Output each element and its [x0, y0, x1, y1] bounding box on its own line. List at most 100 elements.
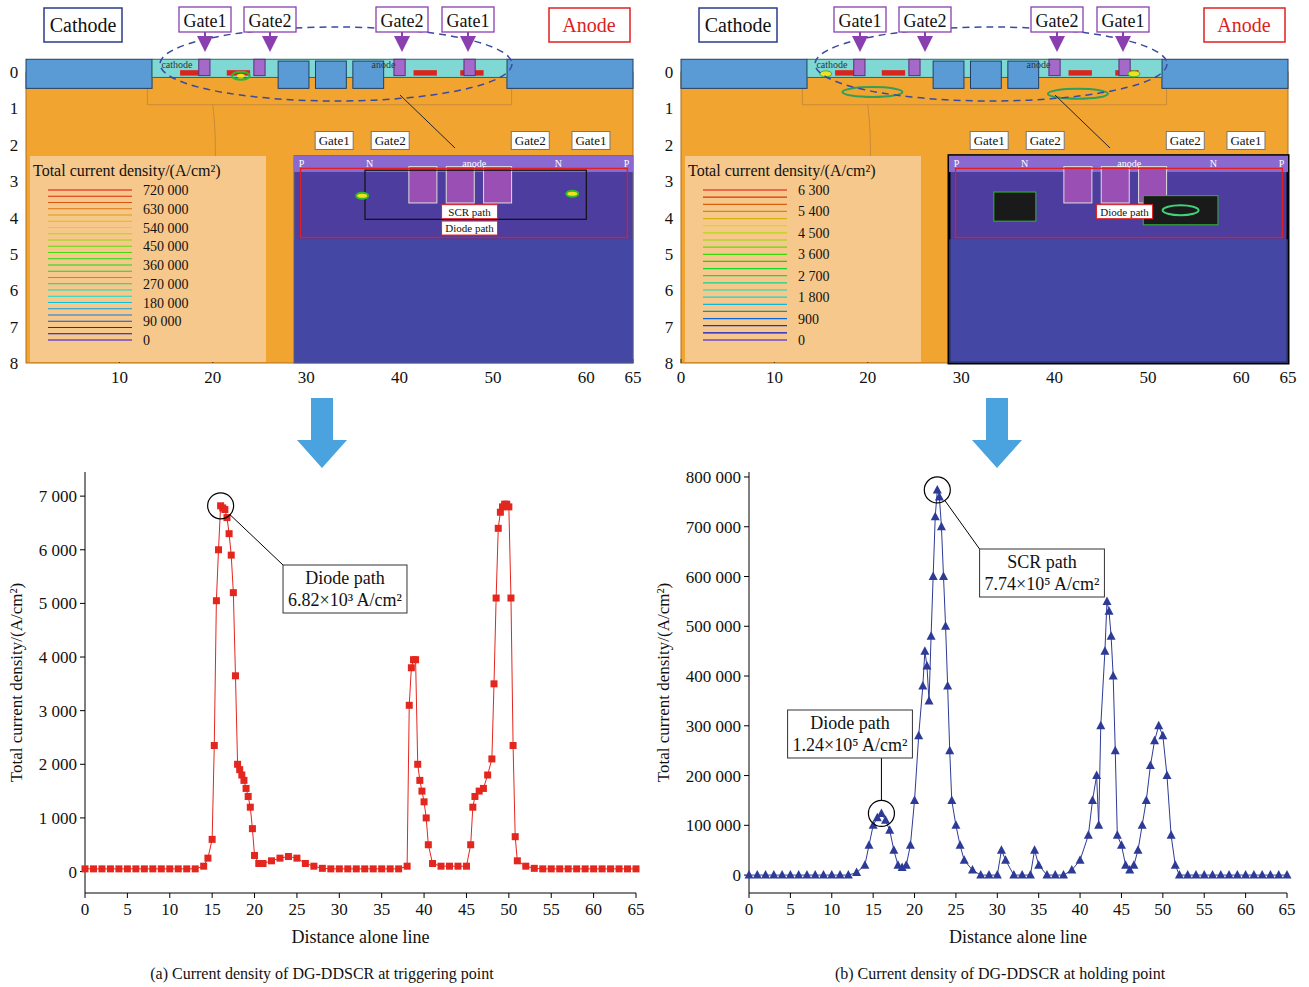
- data-point: [827, 870, 836, 879]
- data-point: [1183, 870, 1192, 879]
- x-tick-label: 55: [543, 900, 560, 919]
- x-tick-label: 30: [989, 900, 1006, 919]
- data-point: [505, 503, 512, 510]
- inset-gate-label: Gate2: [515, 133, 546, 148]
- cathode-box: [44, 8, 122, 42]
- cathode-label: Cathode: [705, 14, 772, 36]
- y-tick-label: 3: [665, 172, 674, 191]
- legend-line: [48, 208, 132, 209]
- y-tick-label: 400 000: [686, 667, 741, 686]
- data-point: [1200, 870, 1209, 879]
- data-point: [408, 664, 415, 671]
- gate-oxide: [414, 70, 437, 75]
- substrate: [26, 72, 633, 363]
- data-point: [933, 485, 942, 494]
- data-point: [378, 865, 385, 872]
- data-point: [1225, 870, 1234, 879]
- data-point: [902, 860, 911, 869]
- data-point: [249, 825, 256, 832]
- inset-label: P: [299, 158, 305, 169]
- data-point: [302, 860, 309, 867]
- legend-level: 3 600: [798, 247, 830, 262]
- diode-path-box: [301, 168, 628, 237]
- legend-title: Total current density/(A/cm²): [688, 162, 876, 180]
- data-point: [158, 865, 165, 872]
- x-tick-label: 40: [416, 900, 433, 919]
- gate-box: [376, 7, 428, 32]
- data-point: [404, 863, 411, 870]
- region-label: cathode: [816, 59, 848, 70]
- region-label: anode: [372, 59, 396, 70]
- legend-line: [48, 214, 132, 215]
- data-point: [794, 870, 803, 879]
- inset-gate-box: [1166, 131, 1204, 149]
- scr-path-box: [365, 170, 586, 219]
- data-point: [1088, 795, 1097, 804]
- region-label: anode: [1027, 59, 1051, 70]
- y-axis: [749, 472, 750, 893]
- y-tick: [80, 764, 85, 765]
- data-point: [484, 772, 491, 779]
- legend-line: [703, 189, 787, 190]
- data-point: [310, 863, 317, 870]
- data-point: [1233, 870, 1242, 879]
- x-tick: [381, 893, 382, 898]
- inset-sti: [409, 167, 437, 203]
- annotation-box: [980, 549, 1105, 597]
- x-tick: [127, 893, 128, 898]
- data-point: [285, 853, 292, 860]
- x-tick: [790, 893, 791, 898]
- x-tick: [85, 893, 86, 898]
- anode-box: [549, 8, 630, 42]
- data-point: [211, 742, 218, 749]
- legend-level: 360 000: [143, 258, 189, 273]
- legend-line: [703, 318, 787, 319]
- data-point: [370, 865, 377, 872]
- cathode-box: [699, 8, 777, 42]
- legend-line: [48, 196, 132, 197]
- highlight-ellipse: [160, 27, 512, 101]
- inset-sti: [484, 167, 512, 203]
- y-tick-label: 8: [10, 354, 19, 373]
- legend-line: [703, 304, 787, 305]
- data-point: [906, 840, 915, 849]
- inset-gate-box: [1227, 131, 1265, 149]
- data-point: [361, 865, 368, 872]
- annotation-box: [788, 710, 913, 758]
- legend-line: [48, 321, 132, 322]
- anode-box: [1204, 8, 1285, 42]
- x-axis-title: Distance alone line: [292, 927, 430, 947]
- legend-level: 540 000: [143, 221, 189, 236]
- gate-box: [1097, 7, 1149, 32]
- legend-line: [48, 296, 132, 297]
- annotation-value: 7.74×10⁵ A/cm²: [985, 574, 1100, 594]
- x-tick: [1080, 893, 1081, 898]
- data-point: [414, 761, 421, 768]
- y-tick-label: 2: [665, 136, 674, 155]
- gate-arrow: [269, 32, 271, 44]
- legend-level: 90 000: [143, 314, 182, 329]
- x-tick-label: 15: [204, 900, 221, 919]
- legend-level: 270 000: [143, 277, 189, 292]
- y-tick: [744, 725, 749, 726]
- y-tick: [80, 603, 85, 604]
- gate-poly: [199, 59, 210, 75]
- data-point: [836, 870, 845, 879]
- data-point: [931, 512, 940, 521]
- data-point: [939, 572, 948, 581]
- sti: [315, 61, 346, 88]
- isolation: [681, 59, 807, 88]
- data-point: [616, 865, 623, 872]
- x-tick-label: 60: [585, 900, 602, 919]
- y-tick-label: 0: [665, 63, 674, 82]
- legend-level: 5 400: [798, 204, 830, 219]
- data-point: [463, 863, 470, 870]
- data-point: [200, 863, 207, 870]
- inset-label: N: [1210, 158, 1217, 169]
- gate-box: [179, 7, 231, 32]
- data-point: [997, 845, 1006, 854]
- y-tick-label: 3: [10, 172, 19, 191]
- y-tick-label: 700 000: [686, 518, 741, 537]
- x-tick: [169, 893, 170, 898]
- y-axis-title: Total current density/(A/cm²): [7, 583, 26, 782]
